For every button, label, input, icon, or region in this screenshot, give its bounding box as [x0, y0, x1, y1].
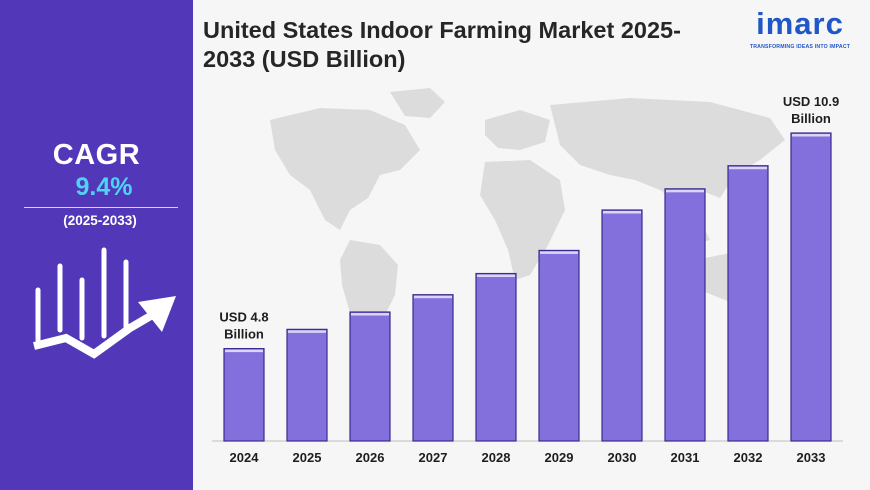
chart-title: United States Indoor Farming Market 2025…: [203, 17, 681, 72]
bar: [412, 294, 454, 442]
x-tick-label: 2030: [608, 450, 637, 465]
data-label: Billion: [224, 327, 264, 342]
imarc-logo: imarc TRANSFORMING IDEAS INTO IMPACT: [740, 6, 860, 56]
x-tick-label: 2026: [356, 450, 385, 465]
bar-2030: [601, 209, 643, 442]
logo-wordmark: imarc: [756, 6, 844, 41]
bar: [223, 348, 265, 442]
x-tick-label: 2028: [482, 450, 511, 465]
x-tick-label: 2029: [545, 450, 574, 465]
data-label: USD 10.9: [783, 94, 839, 109]
x-tick-label: 2033: [797, 450, 826, 465]
bar-highlight: [792, 134, 830, 137]
data-label: Billion: [791, 111, 831, 126]
sidebar-panel: CAGR 9.4% (2025-2033): [0, 0, 193, 490]
growth-chart-arrow-icon: [33, 247, 176, 359]
bar-2026: [349, 311, 391, 442]
x-tick-label: 2025: [293, 450, 322, 465]
cagr-value: 9.4%: [75, 173, 133, 201]
bar-2024: [223, 348, 265, 442]
x-tick-label: 2024: [230, 450, 260, 465]
bar-2025: [286, 328, 328, 442]
x-tick-label: 2031: [671, 450, 700, 465]
bar-2032: [727, 165, 769, 442]
bar-2027: [412, 294, 454, 442]
logo-tagline: TRANSFORMING IDEAS INTO IMPACT: [749, 44, 851, 50]
bar-highlight: [414, 295, 452, 299]
bar: [286, 328, 328, 442]
bar: [538, 249, 580, 442]
bar-highlight: [729, 166, 767, 170]
bar-2029: [538, 249, 580, 442]
bar-highlight: [225, 349, 263, 353]
bar-highlight: [666, 189, 704, 193]
x-tick-label: 2032: [734, 450, 763, 465]
bar-highlight: [288, 330, 326, 333]
bar-highlight: [540, 251, 578, 254]
bar-highlight: [603, 211, 641, 214]
cagr-label: CAGR: [52, 139, 141, 171]
bar-highlight: [477, 274, 515, 278]
bar: [349, 311, 391, 442]
bar: [790, 132, 832, 442]
bar: [727, 165, 769, 442]
bar-2031: [664, 188, 706, 442]
cagr-divider: [24, 207, 178, 208]
cagr-period: (2025-2033): [63, 213, 137, 228]
bar: [601, 209, 643, 442]
bar-2033: [790, 132, 832, 442]
bar-highlight: [351, 313, 389, 316]
bar: [475, 272, 517, 442]
data-label: USD 4.8: [219, 310, 268, 325]
x-tick-label: 2027: [419, 450, 448, 465]
bar: [664, 188, 706, 442]
bar-2028: [475, 272, 517, 442]
